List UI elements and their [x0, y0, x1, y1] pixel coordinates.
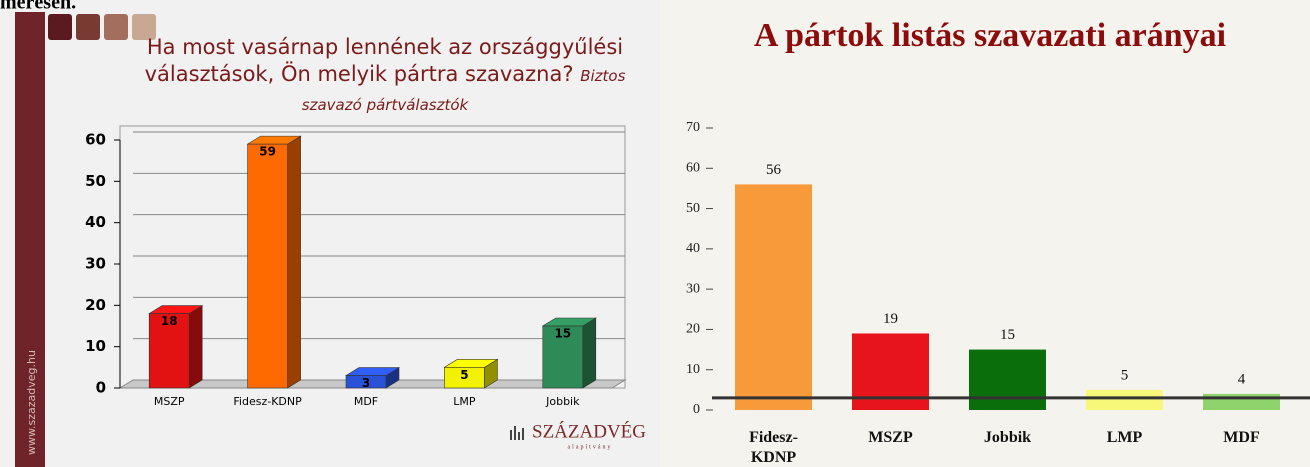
- bar: [969, 350, 1046, 410]
- logo-icon: [510, 430, 512, 440]
- bar-side: [583, 318, 596, 388]
- x-tick-label: LMP: [453, 395, 476, 408]
- value-label: 15: [554, 327, 571, 341]
- y-tick-label: 20: [85, 296, 106, 314]
- y-tick-label: 10: [85, 337, 106, 355]
- deco-square: [104, 14, 128, 40]
- value-label: 59: [259, 145, 276, 159]
- logo-icon: [522, 428, 524, 440]
- y-tick-label: 60: [686, 161, 700, 176]
- caption: mérésén.: [0, 0, 76, 14]
- bar-side: [288, 136, 301, 388]
- page: mérésén. www.szazadveg.hu SZÁZADVÉG alap…: [0, 0, 1310, 467]
- bar: [444, 359, 497, 388]
- x-tick-box: MSZP: [836, 428, 946, 467]
- title: Ha most vasárnap lennének az országgyűlé…: [145, 35, 624, 86]
- bar: [346, 368, 399, 388]
- y-tick-label: 10: [686, 362, 700, 377]
- x-tick-label: LMP: [1090, 428, 1160, 448]
- bar: [248, 136, 301, 388]
- value-label: 5: [460, 368, 468, 382]
- value-label: 18: [161, 314, 178, 328]
- logo-icon: [518, 432, 520, 440]
- x-tick-label: MDF: [1207, 428, 1277, 448]
- y-tick-label: 40: [85, 213, 106, 231]
- value-label: 4: [1238, 371, 1246, 387]
- logo-subtext: alapítvány: [568, 444, 613, 450]
- x-tick-label: Fidesz-KDNP: [233, 395, 302, 408]
- value-label: 19: [883, 311, 898, 327]
- value-label: 56: [766, 162, 782, 178]
- x-tick-box: Fidesz-KDNP: [719, 428, 829, 467]
- y-tick-label: 30: [686, 281, 700, 296]
- bar-side: [189, 306, 202, 388]
- deco-square: [48, 14, 72, 40]
- bar: [735, 184, 812, 410]
- y-tick-label: 30: [85, 255, 106, 273]
- x-tick-label: MSZP: [154, 395, 185, 408]
- y-tick-label: 0: [96, 379, 106, 397]
- left-title: Ha most vasárnap lennének az országgyűlé…: [140, 34, 630, 119]
- x-tick-box: MDF: [1187, 428, 1297, 467]
- logo-text: SZÁZADVÉG: [532, 420, 646, 442]
- x-tick-label: MSZP: [856, 428, 926, 448]
- bar: [1203, 394, 1280, 410]
- y-tick-label: 50: [686, 201, 700, 216]
- y-tick-label: 60: [85, 131, 106, 149]
- x-tick-box: Jobbik: [953, 428, 1063, 467]
- right-title: A pártok listás szavazati arányai: [754, 17, 1226, 54]
- value-label: 3: [362, 376, 370, 390]
- x-tick-label: MDF: [354, 395, 378, 408]
- y-tick-label: 20: [686, 322, 700, 337]
- website: www.szazadveg.hu: [25, 350, 38, 455]
- y-tick-label: 0: [693, 402, 700, 417]
- deco-square: [76, 14, 100, 40]
- x-tick-box: LMP: [1070, 428, 1180, 467]
- x-tick-label: Fidesz-KDNP: [739, 428, 809, 467]
- bar-front: [248, 144, 288, 388]
- value-label: 15: [1000, 327, 1015, 343]
- y-tick-label: 40: [686, 241, 700, 256]
- x-tick-label: Jobbik: [973, 428, 1043, 448]
- x-tick-label: Jobbik: [545, 395, 580, 408]
- left-title-box: Ha most vasárnap lennének az országgyűlé…: [140, 34, 630, 130]
- value-label: 5: [1121, 367, 1129, 383]
- bar: [1086, 390, 1163, 410]
- y-tick-label: 50: [85, 172, 106, 190]
- y-tick-label: 70: [686, 120, 700, 135]
- logo-icon: [514, 426, 516, 440]
